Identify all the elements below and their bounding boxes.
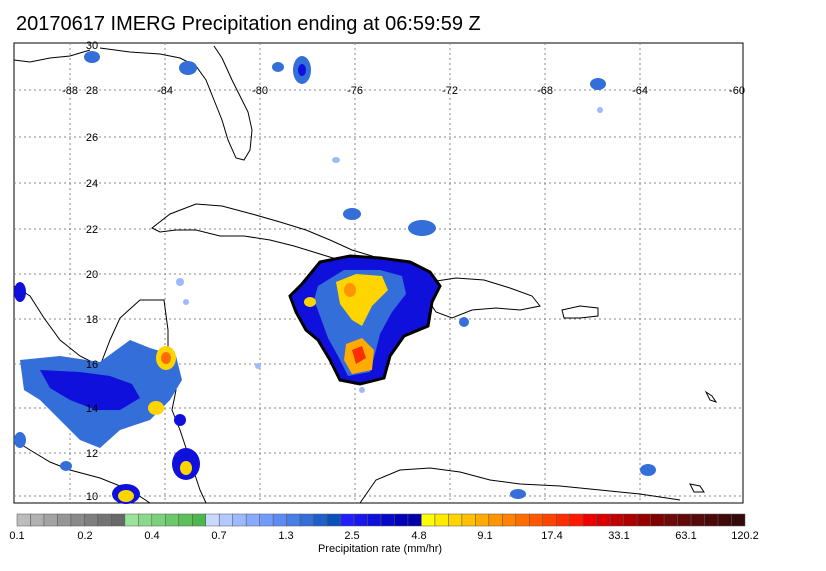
lat-label: 10 bbox=[86, 491, 98, 503]
colorbar-cell bbox=[286, 513, 301, 527]
colorbar-label: 0.7 bbox=[211, 530, 227, 542]
colorbar-cell bbox=[407, 513, 422, 527]
lat-label: 16 bbox=[86, 359, 98, 371]
latitude-labels: 30 28 26 24 22 20 18 16 14 12 10 bbox=[86, 40, 98, 503]
colorbar-cell bbox=[272, 513, 287, 527]
colorbar-cell bbox=[529, 513, 544, 527]
precipitation-field bbox=[14, 51, 656, 504]
lon-label: -68 bbox=[537, 85, 553, 97]
lat-label: 18 bbox=[86, 314, 98, 326]
colorbar-label: 2.5 bbox=[344, 530, 360, 542]
colorbar-cell bbox=[111, 513, 126, 527]
colorbar-cell bbox=[434, 513, 449, 527]
colorbar-cell bbox=[677, 513, 692, 527]
lat-label: 24 bbox=[86, 178, 98, 190]
colorbar-cell bbox=[353, 513, 368, 527]
colorbar-cell bbox=[205, 513, 220, 527]
colorbar-cell bbox=[70, 513, 85, 527]
colorbar-cell bbox=[515, 513, 530, 527]
lon-label: -60 bbox=[729, 85, 745, 97]
colorbar-cell bbox=[663, 513, 678, 527]
colorbar-label: 1.3 bbox=[278, 530, 294, 542]
colorbar-cell bbox=[232, 513, 247, 527]
colorbar-cell bbox=[43, 513, 58, 527]
colorbar-cell bbox=[138, 513, 153, 527]
colorbar-label: 0.1 bbox=[9, 530, 25, 542]
lon-label: -84 bbox=[157, 85, 173, 97]
lat-label: 30 bbox=[86, 40, 98, 52]
colorbar-cell bbox=[569, 513, 584, 527]
colorbar-cell bbox=[340, 513, 355, 527]
colorbar-cell bbox=[623, 513, 638, 527]
colorbar-cell bbox=[650, 513, 665, 527]
colorbar-cell bbox=[124, 513, 139, 527]
colorbar-label: 17.4 bbox=[541, 530, 563, 542]
colorbar-cell bbox=[690, 513, 705, 527]
colorbar-cell bbox=[731, 513, 746, 527]
colorbar-cell bbox=[313, 513, 328, 527]
colorbar-cell bbox=[380, 513, 395, 527]
colorbar-cell bbox=[717, 513, 732, 527]
colorbar-cell bbox=[448, 513, 463, 527]
lat-label: 26 bbox=[86, 132, 98, 144]
colorbar-cell bbox=[596, 513, 611, 527]
colorbar-cell bbox=[367, 513, 382, 527]
colorbar-label: 33.1 bbox=[608, 530, 630, 542]
colorbar-label: 120.2 bbox=[731, 530, 759, 542]
lat-label: 22 bbox=[86, 224, 98, 236]
colorbar-label: 0.4 bbox=[144, 530, 160, 542]
lat-label: 20 bbox=[86, 269, 98, 281]
colorbar-label: 63.1 bbox=[675, 530, 697, 542]
colorbar-cell bbox=[178, 513, 193, 527]
colorbar-cell bbox=[556, 513, 570, 527]
colorbar-label: 4.8 bbox=[411, 530, 427, 542]
lat-label: 28 bbox=[86, 85, 98, 97]
lon-label: -88 bbox=[62, 85, 78, 97]
colorbar-cell bbox=[461, 513, 476, 527]
colorbar-cell bbox=[30, 513, 45, 527]
lat-label: 14 bbox=[86, 403, 98, 415]
colorbar-cell bbox=[165, 513, 180, 527]
colorbar-label: 9.1 bbox=[477, 530, 493, 542]
colorbar-cell bbox=[542, 513, 557, 527]
lon-label: -80 bbox=[252, 85, 268, 97]
colorbar-cell bbox=[97, 513, 112, 527]
map-title: 20170617 IMERG Precipitation ending at 0… bbox=[16, 13, 481, 35]
colorbar-title: Precipitation rate (mm/hr) bbox=[317, 543, 443, 555]
colorbar-cell bbox=[57, 513, 72, 527]
colorbar-cell bbox=[192, 513, 206, 527]
colorbar-cell bbox=[636, 513, 651, 527]
colorbar-cell bbox=[326, 513, 341, 527]
colorbar bbox=[16, 513, 746, 527]
colorbar-cell bbox=[704, 513, 719, 527]
colorbar-cell bbox=[488, 513, 503, 527]
lon-label: -76 bbox=[347, 85, 363, 97]
colorbar-cell bbox=[245, 513, 260, 527]
colorbar-cell bbox=[394, 513, 409, 527]
colorbar-cell bbox=[16, 513, 31, 527]
colorbar-label: 0.2 bbox=[77, 530, 93, 542]
colorbar-cell bbox=[609, 513, 624, 527]
lon-label: -64 bbox=[632, 85, 648, 97]
colorbar-cell bbox=[299, 513, 314, 527]
colorbar-cell bbox=[582, 513, 597, 527]
longitude-labels: -88 -84 -80 -76 -72 -68 -64 -60 bbox=[62, 85, 745, 97]
colorbar-cell bbox=[475, 513, 490, 527]
colorbar-cell bbox=[259, 513, 274, 527]
colorbar-cell bbox=[84, 513, 99, 527]
colorbar-cell bbox=[502, 513, 517, 527]
lat-label: 12 bbox=[86, 448, 98, 460]
colorbar-cell bbox=[151, 513, 166, 527]
colorbar-cell bbox=[421, 513, 436, 527]
colorbar-cell bbox=[218, 513, 233, 527]
lon-label: -72 bbox=[442, 85, 458, 97]
